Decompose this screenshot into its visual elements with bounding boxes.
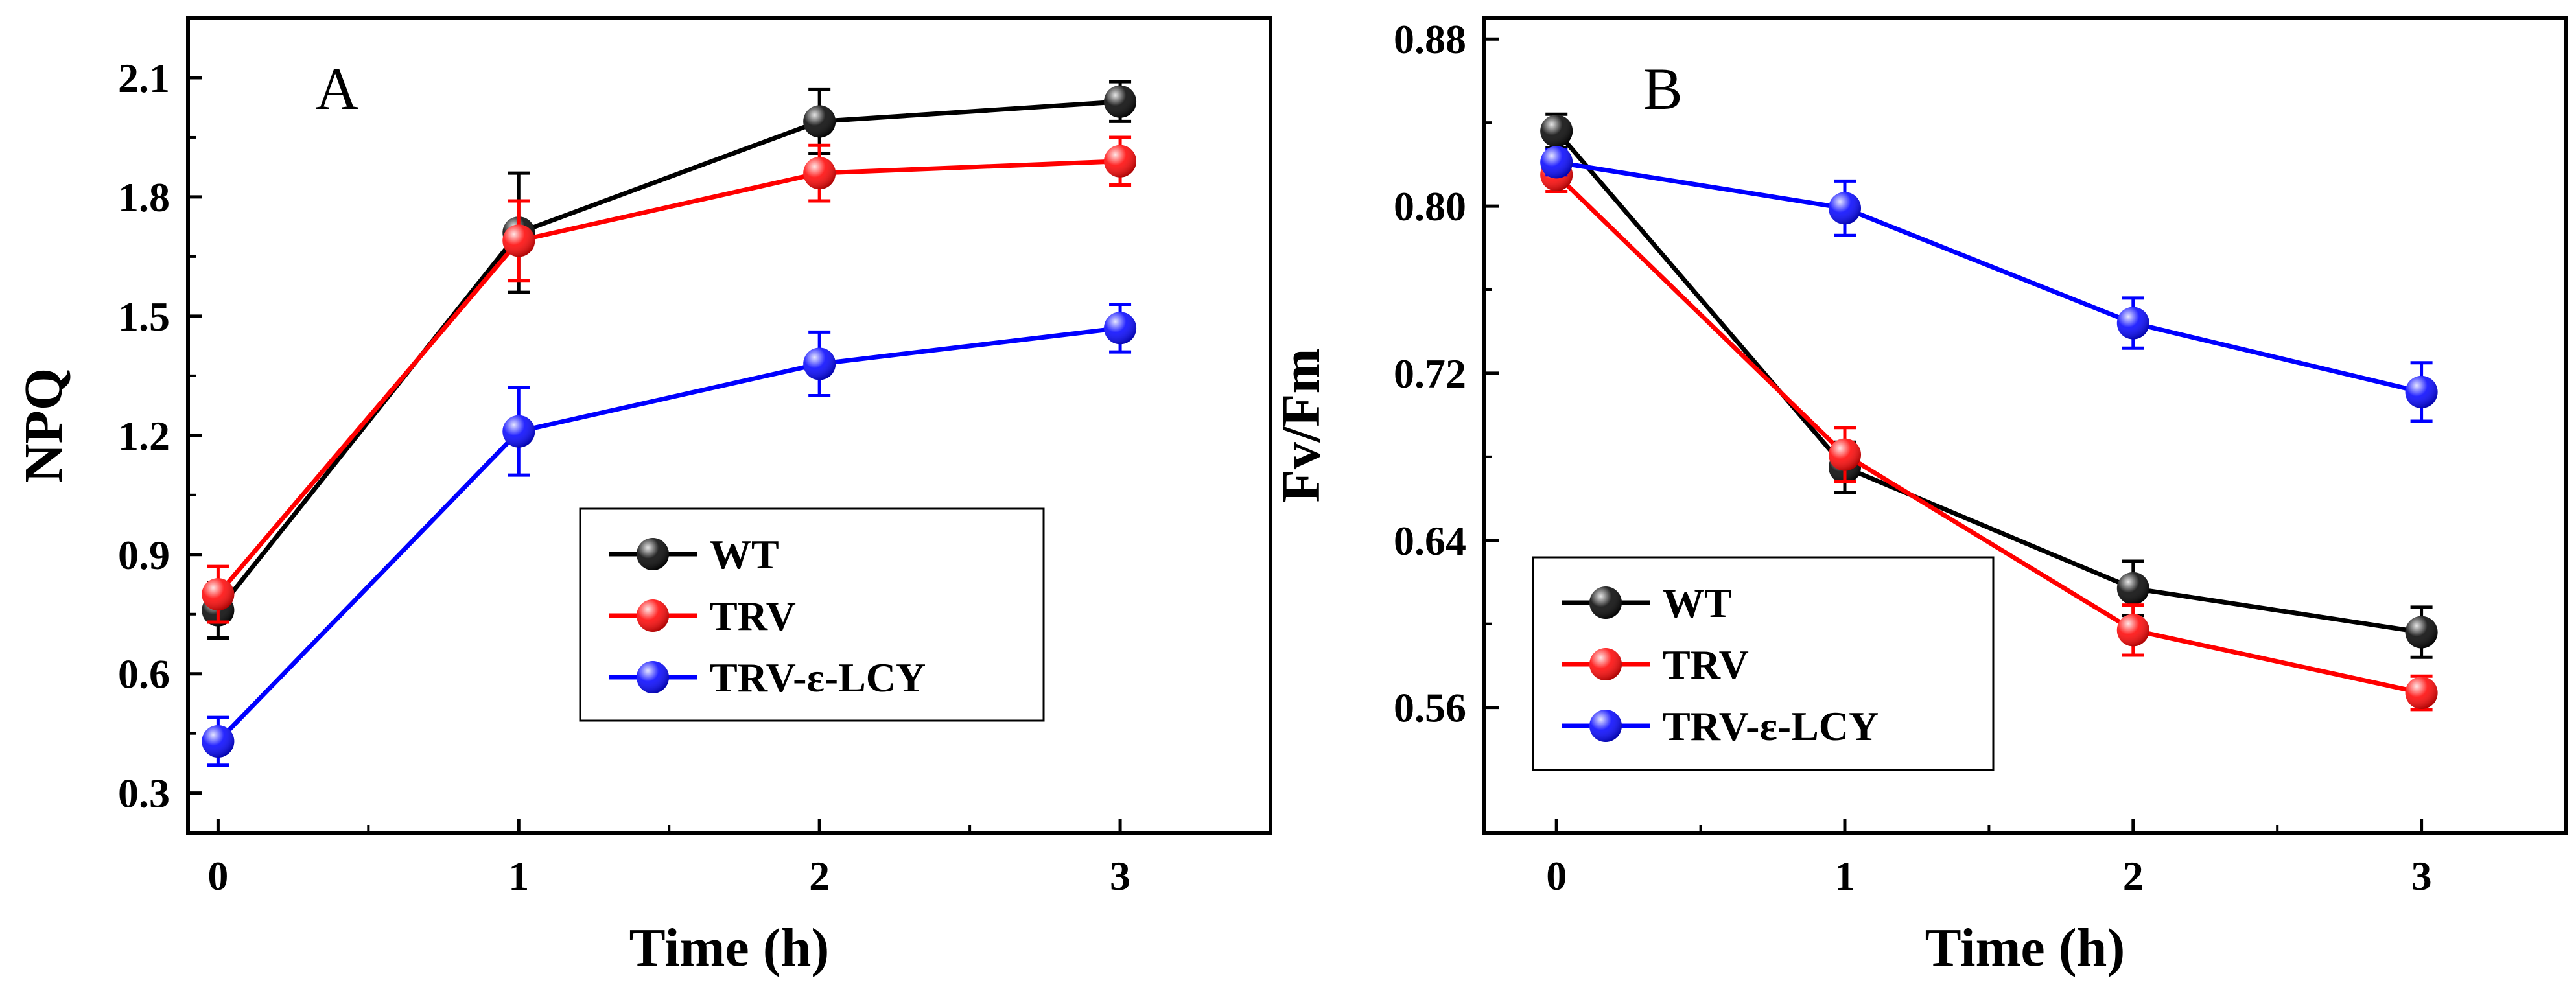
legend-label: TRV-ε-LCY <box>710 655 926 701</box>
legend-marker-shade <box>637 599 669 632</box>
data-point-shade <box>502 415 535 448</box>
data-point-shade <box>2405 677 2438 710</box>
data-point-shade <box>1829 192 1861 225</box>
data-point-shade <box>502 224 535 257</box>
data-point-shade <box>1829 438 1861 471</box>
data-point-shade <box>1540 115 1573 148</box>
legend-marker-shade <box>1589 710 1622 742</box>
data-point-shade <box>1104 312 1137 345</box>
data-point-shade <box>2405 375 2438 408</box>
x-tick-label: 0 <box>1546 853 1567 899</box>
legend-label: WT <box>1663 580 1732 626</box>
x-tick-label: 2 <box>2123 853 2144 899</box>
x-axis-title: Time (h) <box>1925 918 2125 978</box>
data-point-shade <box>803 157 836 190</box>
series-line-1 <box>1554 129 2422 635</box>
data-point-shade <box>803 347 836 380</box>
data-point-shade <box>202 578 235 611</box>
legend-label: TRV <box>710 593 796 639</box>
legend-marker-shade <box>637 661 669 693</box>
data-point-shade <box>202 725 235 758</box>
y-tick-label: 1.8 <box>118 174 170 220</box>
panel-label: B <box>1643 56 1682 122</box>
y-tick-label: 0.6 <box>118 651 170 697</box>
y-axis-title: NPQ <box>14 368 74 483</box>
legend-marker-shade <box>637 538 669 570</box>
x-tick-label: 0 <box>207 853 228 899</box>
y-tick-label: 0.3 <box>118 771 170 817</box>
series-line-2 <box>1554 173 2422 695</box>
data-point-shade <box>803 105 836 138</box>
y-tick-label: 0.88 <box>1394 16 1466 62</box>
y-axis-title: Fv/Fm <box>1271 349 1331 503</box>
legend-label: TRV-ε-LCY <box>1663 703 1879 749</box>
data-point-shade <box>2116 614 2149 647</box>
chart-panel-a: 0.3 0.6 0.9 1.2 1.5 1.8 2.1 0 1 2 3 Time (h) NPQ A WT T… <box>14 16 1272 978</box>
legend-marker-shade <box>1589 648 1622 680</box>
y-tick-label: 1.2 <box>118 413 170 459</box>
series-line-1 <box>216 99 1121 612</box>
x-tick-label: 1 <box>508 853 529 899</box>
y-tick-label: 0.64 <box>1394 518 1466 564</box>
x-tick-label: 3 <box>2411 853 2432 899</box>
data-point-shade <box>2405 616 2438 649</box>
y-tick-label: 2.1 <box>118 55 170 101</box>
data-point-shade <box>2116 307 2149 340</box>
series-line-2 <box>216 159 1121 596</box>
panel-label: A <box>316 56 358 122</box>
data-point-shade <box>1104 145 1137 178</box>
series-line-3 <box>1556 159 2422 395</box>
data-point-shade <box>2116 572 2149 605</box>
y-tick-label: 0.56 <box>1394 685 1466 731</box>
x-tick-label: 3 <box>1110 853 1130 899</box>
legend-label: WT <box>710 531 779 577</box>
x-axis-title: Time (h) <box>629 918 830 978</box>
x-tick-label: 1 <box>1834 853 1855 899</box>
plot-frame <box>1482 16 2568 835</box>
y-tick-label: 0.9 <box>118 532 170 578</box>
legend-marker-shade <box>1589 586 1622 619</box>
plot-frame <box>186 16 1272 835</box>
legend-label: TRV <box>1663 642 1749 688</box>
data-point-shade <box>1104 85 1137 118</box>
chart-panel-b: 0.56 0.64 0.72 0.80 0.88 0 1 2 3 Time (h) Fv/Fm B WT… <box>1271 16 2568 978</box>
x-tick-label: 2 <box>809 853 830 899</box>
y-tick-label: 0.72 <box>1394 351 1466 397</box>
y-tick-label: 0.80 <box>1394 183 1466 229</box>
y-tick-label: 1.5 <box>118 294 170 340</box>
series-line-3 <box>216 325 1121 743</box>
data-point-shade <box>1540 146 1573 179</box>
